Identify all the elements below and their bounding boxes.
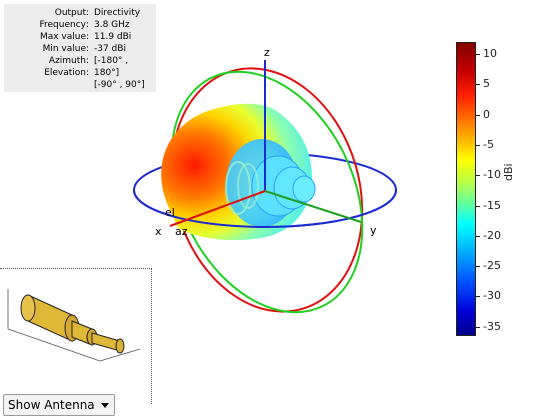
info-value: [-180° , bbox=[94, 56, 129, 66]
colorbar-tick bbox=[476, 114, 480, 116]
info-row-frequency: Frequency : 3.8 GHz bbox=[39, 20, 130, 30]
info-key: Azimuth bbox=[48, 56, 86, 66]
side-lobe bbox=[225, 161, 251, 215]
colorbar bbox=[456, 42, 476, 336]
colorbar-tick bbox=[476, 54, 480, 55]
y-axis-label: y bbox=[370, 224, 377, 237]
info-key: Elevation bbox=[44, 68, 86, 78]
pattern-info-panel: Output : Directivity Frequency : 3.8 GHz… bbox=[4, 4, 156, 92]
colorbar-tick bbox=[476, 175, 480, 177]
info-row-elevation: Elevation : 180°] bbox=[44, 68, 120, 78]
info-row-min-value: Min value : -37 dBi bbox=[42, 44, 126, 54]
info-value: [-90° , 90°] bbox=[94, 80, 145, 90]
colorbar-tick-label: -25 bbox=[483, 259, 501, 273]
y-axis bbox=[264, 190, 362, 223]
colorbar-tick-label: -30 bbox=[483, 289, 501, 303]
antenna-3d-icon bbox=[7, 289, 141, 362]
x-axis-label: x bbox=[155, 225, 162, 238]
colorbar-tick bbox=[476, 235, 480, 237]
info-key: Max value bbox=[39, 32, 86, 42]
info-key: Frequency bbox=[39, 20, 87, 30]
colorbar-tick-label: -35 bbox=[483, 319, 501, 333]
colorbar-tick bbox=[476, 144, 480, 146]
show-antenna-dropdown[interactable]: Show Antenna bbox=[3, 394, 115, 416]
colorbar-tick-label: -5 bbox=[483, 137, 494, 151]
colorbar-tick-label: 10 bbox=[483, 47, 497, 60]
colorbar-tick-label: 0 bbox=[483, 107, 490, 121]
info-key: Output bbox=[54, 8, 86, 18]
colorbar-tick-label: -20 bbox=[483, 228, 501, 242]
info-value: 180°] bbox=[94, 68, 120, 78]
colorbar-tick bbox=[476, 205, 480, 207]
info-value: Directivity bbox=[94, 8, 141, 18]
colorbar-tick-label: -15 bbox=[483, 198, 501, 212]
info-row-extra: [-90° , 90°] bbox=[4, 79, 156, 91]
info-row-output: Output : Directivity bbox=[54, 8, 141, 18]
antenna-preview-panel bbox=[0, 268, 152, 404]
info-value: -37 dBi bbox=[94, 44, 126, 54]
info-value: 3.8 GHz bbox=[94, 20, 130, 30]
info-row-azimuth: Azimuth : [-180° , bbox=[48, 56, 129, 66]
colorbar-tick-label: 5 bbox=[483, 77, 490, 91]
x-axis bbox=[169, 190, 266, 227]
colorbar-tick bbox=[476, 296, 480, 298]
info-value: 11.9 dBi bbox=[94, 32, 132, 42]
colorbar-unit-label: dBi bbox=[502, 163, 515, 181]
side-lobe bbox=[237, 163, 259, 209]
colorbar-tick bbox=[476, 326, 480, 328]
azimuth-label: az bbox=[175, 225, 188, 238]
azimuth-circle-front bbox=[133, 189, 397, 228]
colorbar-tick bbox=[476, 266, 480, 268]
elevation-label: el bbox=[165, 206, 175, 219]
show-antenna-label: Show Antenna bbox=[8, 398, 95, 412]
info-key: Min value bbox=[42, 44, 86, 54]
colorbar-tick bbox=[476, 84, 480, 86]
info-row-max-value: Max value : 11.9 dBi bbox=[39, 32, 132, 42]
colorbar-tick-label: -10 bbox=[483, 168, 501, 182]
chevron-down-icon bbox=[101, 403, 109, 408]
z-axis-label: z bbox=[264, 46, 270, 59]
side-lobe bbox=[292, 175, 316, 203]
